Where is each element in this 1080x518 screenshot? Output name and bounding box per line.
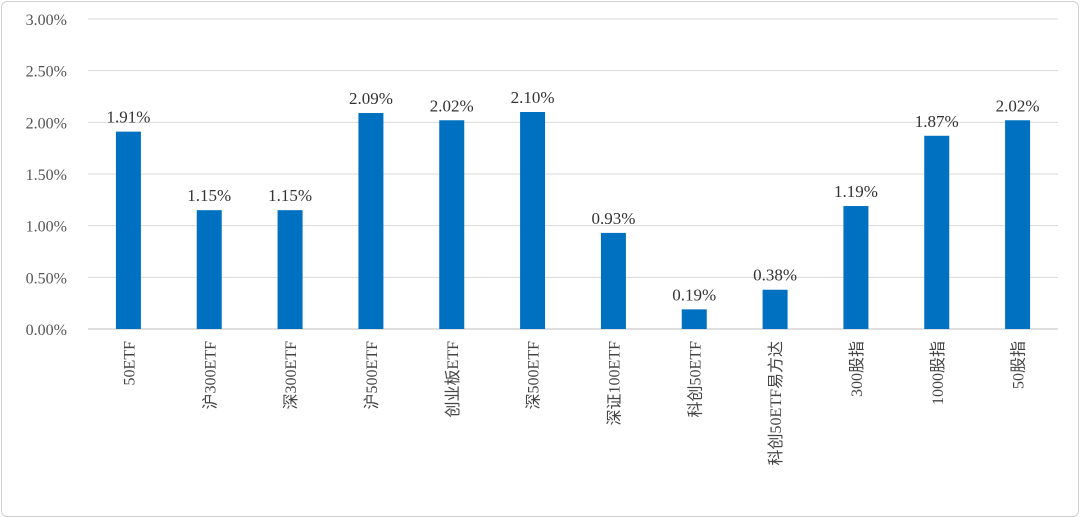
y-tick-label: 1.50%: [26, 167, 67, 184]
y-tick-label: 2.00%: [26, 115, 67, 132]
category-label: 沪300ETF: [201, 341, 219, 410]
category-label: 1000股指: [929, 341, 947, 405]
category-label: 科创50ETF易方达: [767, 341, 785, 465]
data-label: 2.02%: [430, 96, 474, 115]
data-label: 1.19%: [834, 182, 878, 201]
data-label: 1.15%: [187, 186, 231, 205]
bar: [277, 210, 303, 329]
data-label: 2.10%: [511, 88, 555, 107]
data-label: 0.38%: [753, 266, 797, 285]
data-label: 1.91%: [106, 108, 150, 127]
bar: [924, 135, 950, 329]
y-tick-label: 3.00%: [26, 12, 67, 29]
y-tick-label: 0.00%: [26, 322, 67, 339]
category-label: 创业板ETF: [444, 341, 462, 418]
category-label: 沪500ETF: [363, 341, 381, 410]
bar: [681, 309, 707, 329]
data-label: 1.15%: [268, 186, 312, 205]
data-label: 2.02%: [996, 96, 1040, 115]
data-label: 2.09%: [349, 89, 393, 108]
bar: [600, 232, 626, 329]
bar: [115, 131, 141, 329]
data-label: 1.87%: [915, 112, 959, 131]
category-label: 科创50ETF: [686, 341, 704, 418]
category-label: 深500ETF: [525, 341, 543, 410]
data-label: 0.19%: [672, 285, 716, 304]
y-tick-label: 2.50%: [26, 64, 67, 81]
bar: [358, 113, 384, 330]
category-label: 深证100ETF: [605, 341, 623, 426]
bar: [520, 112, 546, 329]
category-label: 50ETF: [121, 341, 138, 386]
y-tick-label: 0.50%: [26, 270, 67, 287]
bar: [762, 289, 788, 329]
category-label: 300股指: [848, 341, 866, 397]
bar: [843, 206, 869, 329]
bar: [1005, 120, 1031, 330]
bar: [439, 120, 465, 330]
category-label: 深300ETF: [282, 341, 300, 410]
y-tick-label: 1.00%: [26, 219, 67, 236]
bar: [196, 210, 222, 329]
data-label: 0.93%: [591, 209, 635, 228]
category-label: 50股指: [1010, 341, 1028, 389]
